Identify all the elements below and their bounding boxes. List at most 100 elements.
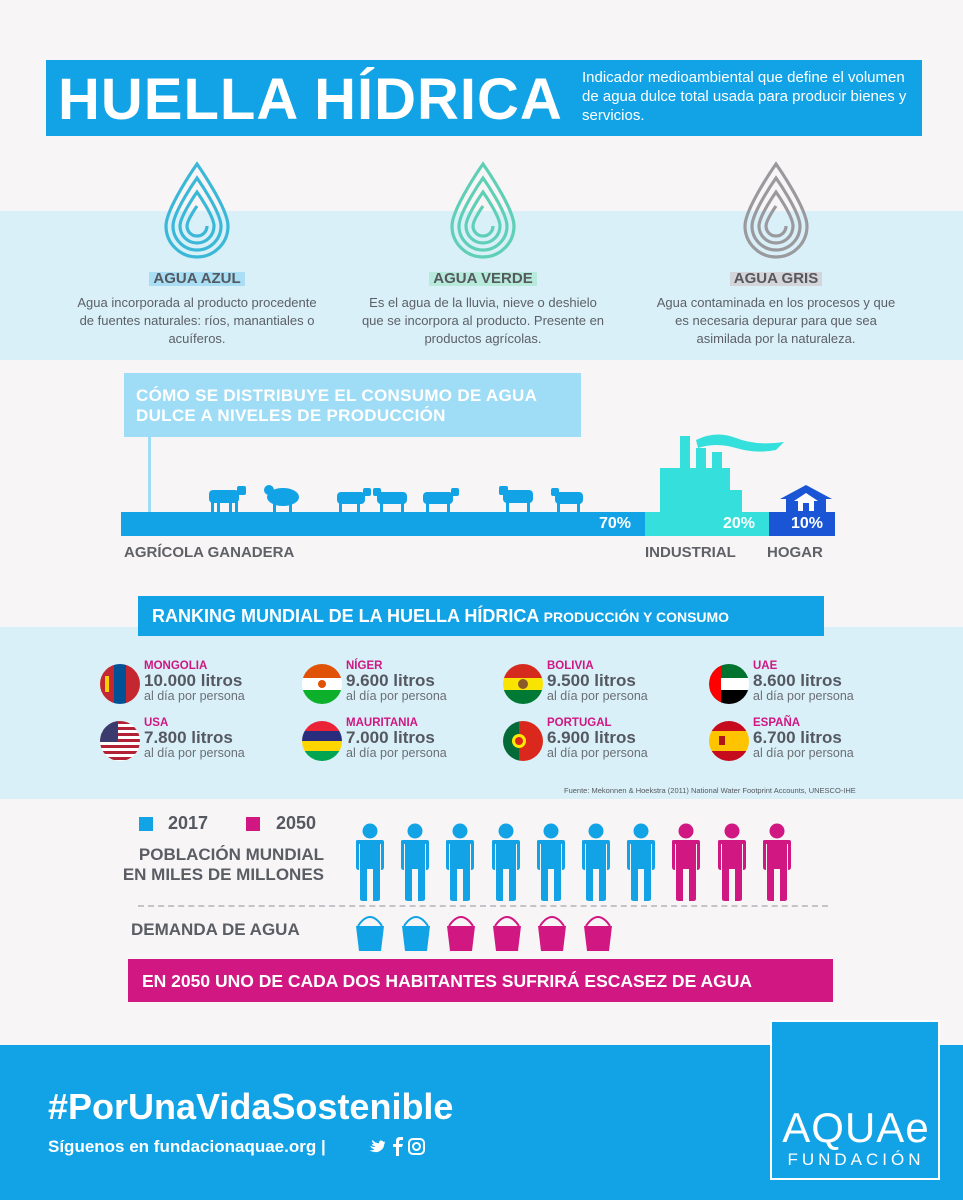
country-niger: NÍGER 9.600 litros al día por persona (302, 660, 492, 704)
aquae-logo: AQUAe (782, 1104, 930, 1151)
facebook-icon (393, 1137, 403, 1156)
ranking-header (138, 596, 824, 636)
spain-flag-icon (709, 721, 749, 761)
country-name: MONGOLIA (144, 660, 208, 672)
water-type-green-name: AGUA VERDE (429, 271, 537, 286)
water-bucket-icon (537, 912, 567, 957)
cow-icon (423, 488, 459, 512)
factory-icon (660, 434, 784, 514)
water-type-blue: AGUA AZUL Agua incorporada al producto p… (72, 160, 322, 348)
bolivia-flag-icon (503, 664, 543, 704)
person-icon (668, 823, 704, 906)
country-value: 9.500 litros (547, 671, 636, 690)
distribution-pct-home: 10% (791, 515, 824, 532)
house-icon (780, 485, 832, 513)
person-icon (623, 823, 659, 906)
livestock-icons (209, 485, 583, 512)
portugal-flag-icon (503, 721, 543, 761)
country-uae: UAE 8.600 litros al día por persona (709, 660, 899, 704)
cow-icon (209, 486, 246, 512)
water-bucket-icon (492, 912, 522, 957)
mongolia-flag-icon (100, 664, 140, 704)
alert-bar (128, 959, 833, 1002)
person-icon (759, 823, 795, 906)
ranking-title-sub: PRODUCCIÓN Y CONSUMO (543, 609, 730, 625)
distribution-pct-agricultural: 70% (599, 515, 632, 532)
cow-icon (551, 488, 583, 512)
ranking-title-main: RANKING MUNDIAL DE LA HUELLA HÍDRICA (152, 606, 539, 626)
legend-swatch-2017 (139, 817, 153, 831)
country-mauritania: MAURITANIA 7.000 litros al día por perso… (302, 717, 492, 761)
mauritania-flag-icon (302, 721, 342, 761)
legend-label-2017: 2017 (168, 813, 209, 833)
distribution-label-agricultural: AGRÍCOLA GANADERA (124, 544, 295, 561)
country-value: 9.600 litros (346, 671, 435, 690)
person-icon (352, 823, 388, 906)
social-icons (368, 1136, 428, 1163)
distribution-title: CÓMO SE DISTRIBUYE EL CONSUMO DE AGUA DU… (136, 386, 537, 425)
country-unit: al día por persona (547, 746, 648, 760)
country-value: 10.000 litros (144, 671, 243, 690)
cow-icon (499, 486, 533, 512)
distribution-bar-industrial (645, 512, 769, 536)
sheep-icon (264, 485, 299, 512)
water-bucket-icon (583, 912, 613, 957)
person-icon (442, 823, 478, 906)
country-name: BOLIVIA (547, 660, 594, 672)
water-bucket-icon (401, 912, 431, 957)
water-type-green: AGUA VERDE Es el agua de la lluvia, niev… (358, 160, 608, 348)
country-name: MAURITANIA (346, 717, 418, 729)
ranking-title: RANKING MUNDIAL DE LA HUELLA HÍDRICA PRO… (152, 606, 729, 627)
distribution-label-industrial: INDUSTRIAL (645, 544, 736, 561)
person-icon (578, 823, 614, 906)
country-name: UAE (753, 660, 778, 672)
country-unit: al día por persona (753, 689, 854, 703)
source-note: Fuente: Mekonnen & Hoekstra (2011) Natio… (564, 786, 856, 795)
water-type-gray: AGUA GRIS Agua contaminada en los proces… (651, 160, 901, 348)
water-type-green-desc: Es el agua de la lluvia, nieve o deshiel… (361, 295, 605, 346)
cow-icon (373, 488, 407, 512)
water-type-gray-desc: Agua contaminada en los procesos y que e… (656, 295, 896, 346)
alert-text: EN 2050 UNO DE CADA DOS HABITANTES SUFRI… (142, 971, 752, 991)
country-portugal: PORTUGAL 6.900 litros al día por persona (503, 717, 693, 761)
country-value: 6.900 litros (547, 728, 636, 747)
water-type-blue-name: AGUA AZUL (149, 271, 245, 286)
cow-icon (337, 488, 371, 512)
aquae-logo-box (770, 1020, 940, 1180)
country-value: 6.700 litros (753, 728, 842, 747)
person-icon (488, 823, 524, 906)
water-type-blue-desc: Agua incorporada al producto procedente … (77, 295, 317, 346)
usa-flag-icon (100, 721, 140, 761)
person-icon (714, 823, 750, 906)
country-value: 7.800 litros (144, 728, 233, 747)
country-name: ESPAÑA (753, 717, 801, 729)
country-usa: USA 7.800 litros al día por persona (100, 717, 290, 761)
niger-flag-icon (302, 664, 342, 704)
country-name: NÍGER (346, 660, 383, 672)
distribution-pct-industrial: 20% (723, 515, 756, 532)
country-mongolia: MONGOLIA 10.000 litros al día por person… (100, 660, 290, 704)
country-spain: ESPAÑA 6.700 litros al día por persona (709, 717, 899, 761)
country-name: USA (144, 717, 169, 729)
person-icon (533, 823, 569, 906)
page-title: HUELLA HÍDRICA (58, 67, 563, 132)
country-unit: al día por persona (346, 746, 447, 760)
distribution-stem (148, 437, 151, 513)
country-unit: al día por persona (346, 689, 447, 703)
distribution-title-box (124, 373, 581, 437)
person-icon (397, 823, 433, 906)
follow-text: Síguenos en fundacionaquae.org | (48, 1137, 326, 1156)
legend-label-2050: 2050 (276, 813, 317, 833)
uae-flag-icon (709, 664, 749, 704)
water-bucket-icon (446, 912, 476, 957)
country-unit: al día por persona (144, 689, 245, 703)
divider-line (138, 905, 828, 907)
twitter-icon (369, 1140, 386, 1153)
distribution-bar-home (769, 512, 835, 536)
distribution-label-home: HOGAR (767, 544, 823, 561)
country-unit: al día por persona (753, 746, 854, 760)
country-bolivia: BOLIVIA 9.500 litros al día por persona (503, 660, 693, 704)
population-label: POBLACIÓN MUNDIAL EN MILES DE MILLONES (122, 845, 324, 884)
hashtag: #PorUnaVidaSostenible (48, 1086, 454, 1127)
aquae-logo-sub: FUNDACIÓN (787, 1150, 925, 1169)
